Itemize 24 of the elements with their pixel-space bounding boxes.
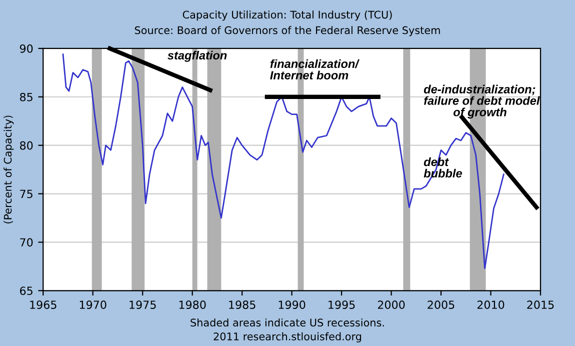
chart-title: Capacity Utilization: Total Industry (TCU) — [182, 10, 392, 21]
x-tick-label: 2010 — [477, 300, 504, 309]
x-tick-label: 2000 — [378, 300, 405, 309]
x-tick-label: 1975 — [130, 300, 156, 309]
annotation: stagflation — [168, 50, 227, 62]
x-tick-label: 1985 — [229, 300, 256, 309]
x-tick-label: 1965 — [30, 300, 56, 309]
x-tick-label: 1990 — [278, 300, 306, 309]
y-tick-label: 90 — [20, 44, 33, 53]
y-tick-label: 75 — [20, 190, 32, 198]
x-tick-label: 1995 — [328, 300, 355, 309]
y-tick-label: 65 — [20, 286, 32, 296]
y-tick-label: 70 — [20, 238, 33, 247]
x-tick-label: 2015 — [527, 300, 554, 309]
y-tick-label: 80 — [20, 141, 33, 150]
chart-subtitle: Source: Board of Governors of the Federal Reserve System — [134, 26, 440, 36]
y-tick-label: 85 — [20, 92, 32, 102]
text: 2011 research.stlouisfed.org — [214, 332, 362, 342]
x-tick-label: 1980 — [179, 300, 206, 309]
annotation: financialization/ Internet boom — [270, 59, 360, 80]
x-tick-label: 2005 — [428, 300, 454, 309]
x-tick-label: 1970 — [80, 300, 106, 309]
text: Shaded areas indicate US recessions. — [190, 318, 384, 327]
y-axis-title: (Percent of Capacity) — [4, 116, 14, 224]
